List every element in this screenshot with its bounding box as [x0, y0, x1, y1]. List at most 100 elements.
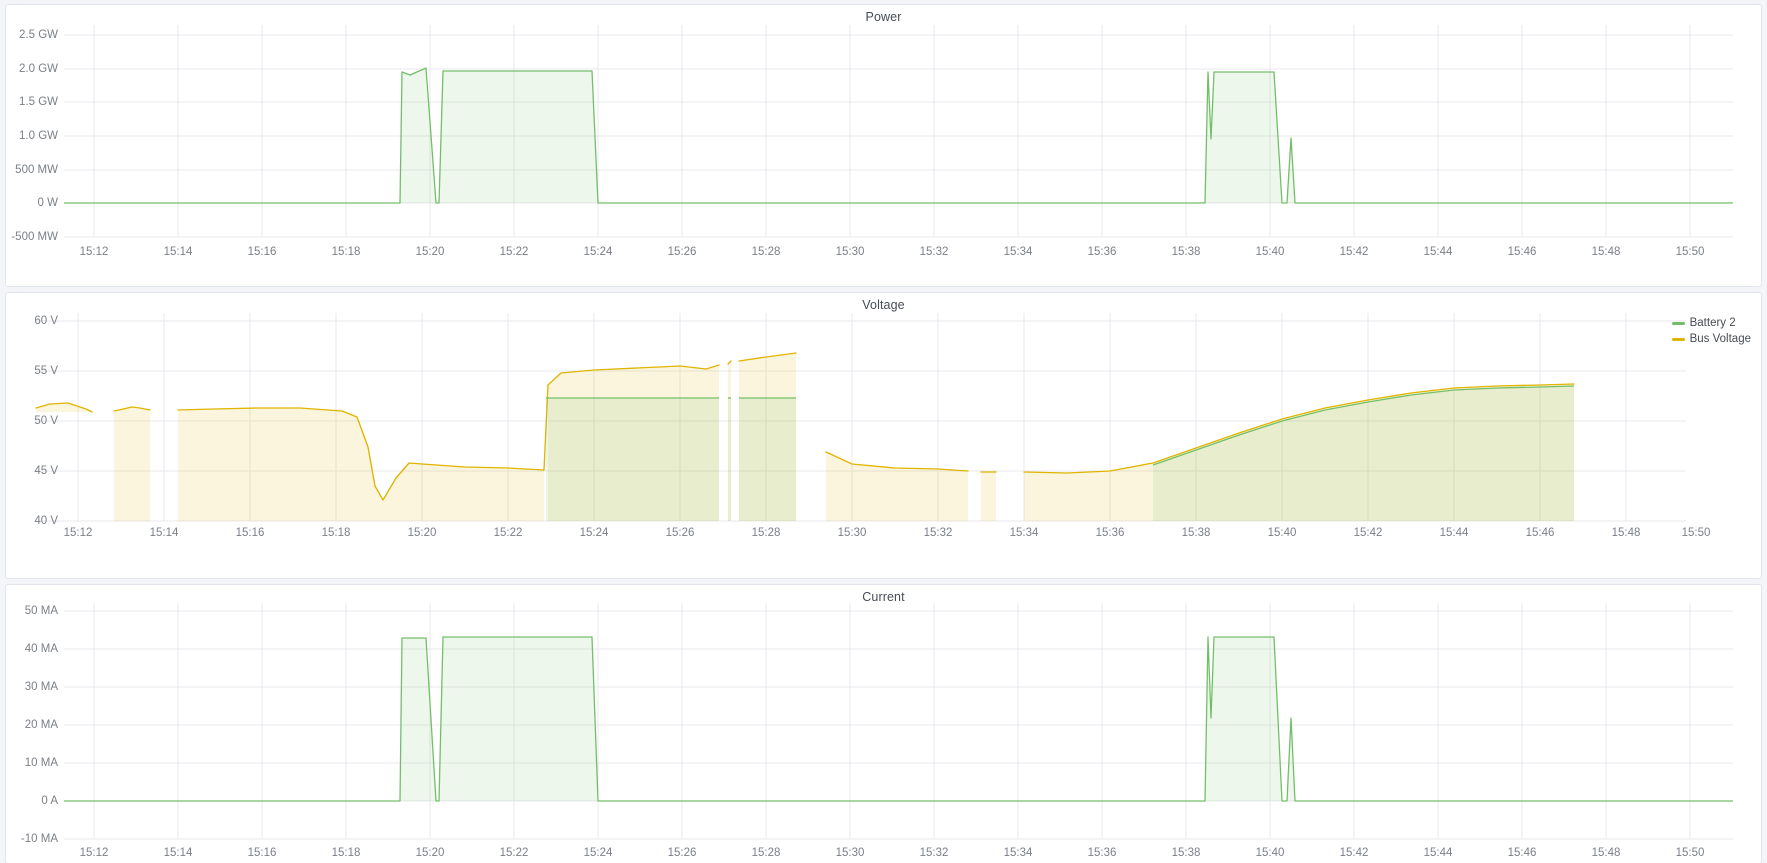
legend-item-battery-2[interactable]: Battery 2 [1671, 315, 1751, 331]
y-tick: -500 MW [11, 231, 58, 243]
y-tick: 50 MA [24, 605, 58, 617]
x-tick: 15:26 [667, 847, 697, 859]
x-tick: 15:24 [583, 246, 613, 258]
x-axis-current: 15:12 15:14 15:16 15:18 15:20 15:22 15:2… [6, 847, 1761, 863]
power-series-line [64, 67, 1733, 204]
x-tick: 15:32 [923, 527, 953, 539]
power-series-area [64, 68, 1733, 203]
panel-title-power: Power [865, 10, 902, 24]
x-tick: 15:34 [1009, 527, 1039, 539]
x-tick: 15:46 [1507, 847, 1537, 859]
x-tick: 15:12 [63, 527, 93, 539]
x-tick: 15:34 [1003, 847, 1033, 859]
x-tick: 15:40 [1267, 527, 1297, 539]
legend-voltage[interactable]: Battery 2 Bus Voltage [1671, 315, 1751, 347]
x-tick: 15:20 [407, 527, 437, 539]
x-tick: 15:18 [321, 527, 351, 539]
y-tick: 1.0 GW [19, 130, 58, 142]
y-tick: 2.0 GW [19, 63, 58, 75]
bus-voltage-series [35, 352, 1575, 521]
gridlines-voltage [36, 313, 1686, 522]
x-tick: 15:40 [1255, 246, 1285, 258]
battery2-series [546, 385, 1575, 521]
legend-label: Battery 2 [1689, 317, 1736, 329]
x-tick: 15:28 [751, 847, 781, 859]
x-tick: 15:12 [79, 246, 109, 258]
legend-color-swatch-icon [1671, 337, 1685, 341]
x-tick: 15:14 [149, 527, 179, 539]
panel-title-current: Current [862, 590, 905, 604]
gridlines-current [64, 603, 1733, 840]
x-tick: 15:22 [499, 847, 529, 859]
x-tick: 15:14 [163, 847, 193, 859]
y-tick: 10 MA [24, 757, 58, 769]
x-tick: 15:36 [1087, 246, 1117, 258]
legend-label: Bus Voltage [1689, 333, 1751, 345]
x-tick: 15:38 [1171, 847, 1201, 859]
x-tick: 15:22 [493, 527, 523, 539]
x-tick: 15:12 [79, 847, 109, 859]
x-axis-voltage: 15:12 15:14 15:16 15:18 15:20 15:22 15:2… [6, 527, 1761, 547]
y-tick: 60 V [34, 315, 58, 327]
x-tick: 15:16 [247, 847, 277, 859]
panel-power[interactable]: Power 2.5 GW 2.0 GW 1.5 GW 1.0 GW 500 MW… [5, 4, 1762, 287]
y-tick: 40 V [34, 515, 58, 527]
plot-power[interactable]: 2.5 GW 2.0 GW 1.5 GW 1.0 GW 500 MW 0 W -… [6, 5, 1761, 286]
x-tick: 15:44 [1423, 847, 1453, 859]
x-tick: 15:22 [499, 246, 529, 258]
panel-current[interactable]: Current 50 MA 40 MA 30 MA 20 MA 10 MA 0 … [5, 584, 1762, 863]
y-tick: 500 MW [15, 164, 58, 176]
x-tick: 15:38 [1181, 527, 1211, 539]
power-chart-svg [64, 25, 1733, 238]
legend-item-bus-voltage[interactable]: Bus Voltage [1671, 331, 1751, 347]
x-tick: 15:42 [1339, 847, 1369, 859]
x-tick: 15:16 [247, 246, 277, 258]
y-tick: 55 V [34, 365, 58, 377]
x-tick: 15:28 [751, 527, 781, 539]
voltage-chart-svg [35, 313, 1686, 522]
y-tick: 2.5 GW [19, 29, 58, 41]
y-tick: 1.5 GW [19, 96, 58, 108]
x-tick: 15:34 [1003, 246, 1033, 258]
x-tick: 15:30 [835, 847, 865, 859]
x-tick: 15:50 [1675, 246, 1705, 258]
x-tick: 15:24 [583, 847, 613, 859]
x-tick: 15:24 [579, 527, 609, 539]
x-tick: 15:46 [1525, 527, 1555, 539]
panel-voltage[interactable]: Voltage 60 V 55 V 50 V 45 V 40 V [5, 292, 1762, 579]
x-tick: 15:48 [1591, 246, 1621, 258]
plot-voltage[interactable]: 60 V 55 V 50 V 45 V 40 V [6, 293, 1761, 578]
gridlines-power [64, 25, 1733, 238]
x-tick: 15:42 [1353, 527, 1383, 539]
x-tick: 15:50 [1681, 527, 1711, 539]
x-tick: 15:20 [415, 847, 445, 859]
x-tick: 15:26 [665, 527, 695, 539]
x-tick: 15:50 [1675, 847, 1705, 859]
x-tick: 15:42 [1339, 246, 1369, 258]
x-tick: 15:18 [331, 847, 361, 859]
x-tick: 15:18 [331, 246, 361, 258]
y-tick: 20 MA [24, 719, 58, 731]
x-tick: 15:16 [235, 527, 265, 539]
legend-color-swatch-icon [1671, 321, 1685, 325]
x-tick: 15:14 [163, 246, 193, 258]
x-tick: 15:32 [919, 246, 949, 258]
x-tick: 15:40 [1255, 847, 1285, 859]
y-tick: 40 MA [24, 643, 58, 655]
x-tick: 15:38 [1171, 246, 1201, 258]
x-tick: 15:30 [835, 246, 865, 258]
current-chart-svg [64, 603, 1733, 840]
panel-title-voltage: Voltage [862, 298, 905, 312]
x-tick: 15:26 [667, 246, 697, 258]
y-tick: 45 V [34, 465, 58, 477]
plot-current[interactable]: 50 MA 40 MA 30 MA 20 MA 10 MA 0 A -10 MA [6, 585, 1761, 863]
x-tick: 15:44 [1439, 527, 1469, 539]
y-tick: -10 MA [20, 833, 58, 845]
x-tick: 15:48 [1591, 847, 1621, 859]
x-tick: 15:28 [751, 246, 781, 258]
y-tick: 30 MA [24, 681, 58, 693]
y-axis-power: 2.5 GW 2.0 GW 1.5 GW 1.0 GW 500 MW 0 W -… [6, 5, 64, 286]
y-axis-current: 50 MA 40 MA 30 MA 20 MA 10 MA 0 A -10 MA [6, 585, 64, 863]
y-tick: 0 A [41, 795, 58, 807]
